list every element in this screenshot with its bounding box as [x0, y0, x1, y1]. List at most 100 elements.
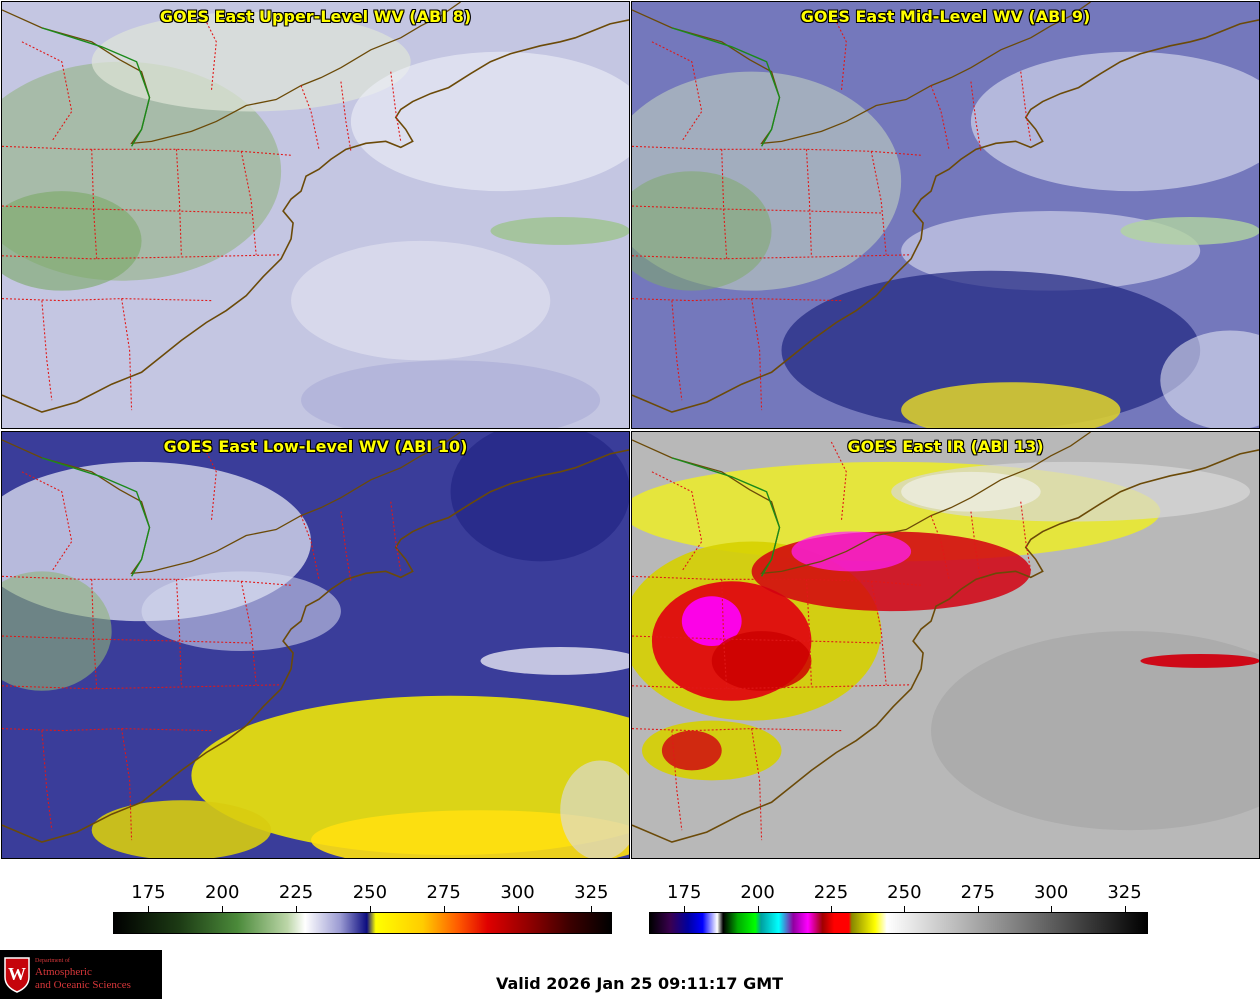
state-border [721, 579, 728, 689]
state-border [340, 511, 352, 582]
state-border [121, 728, 133, 841]
state-border [651, 41, 703, 142]
state-border [805, 149, 812, 257]
state-border [21, 471, 73, 572]
country-border [632, 2, 1091, 145]
colorbar-tick-mark [977, 906, 979, 912]
coastline [632, 449, 1259, 843]
panel-title: GOES East Upper-Level WV (ABI 8) [159, 7, 472, 26]
colorbar-tick-label: 175 [667, 882, 702, 903]
panel-upper-level-wv: GOES East Upper-Level WV (ABI 8) [1, 1, 630, 429]
aos-logo: W Department of Atmospheric and Oceanic … [0, 950, 162, 999]
state-border [2, 635, 252, 644]
cloud-feature [560, 760, 629, 858]
colorbar-tick-mark [591, 906, 593, 912]
state-border [200, 441, 217, 522]
state-border [930, 85, 950, 150]
colorbar-tick-label: 275 [426, 882, 461, 903]
colorbar-tick-mark [296, 906, 298, 912]
colorbar-tick-label: 225 [813, 882, 849, 903]
state-border [390, 501, 402, 572]
state-border [2, 205, 252, 214]
colorbar-gradient [113, 912, 612, 934]
cloud-feature [901, 382, 1121, 428]
coastline [2, 19, 629, 413]
panel-mid-level-wv: GOES East Mid-Level WV (ABI 9) [631, 1, 1260, 429]
colorbar-tick-mark [148, 906, 150, 912]
state-border [805, 579, 812, 687]
logo-line2: and Oceanic Sciences [35, 979, 131, 991]
logo-line1: Atmospheric [35, 966, 92, 978]
state-border [2, 575, 292, 586]
cloud-feature [301, 360, 601, 428]
colorbar-tick-mark [1051, 906, 1053, 912]
cloud-feature [791, 531, 912, 572]
coastline [632, 19, 1259, 413]
lake-border [41, 27, 151, 147]
colorbar-tick-mark [830, 906, 832, 912]
cloud-feature [1120, 216, 1259, 245]
ir-colorbar: 175 200 225 250 275 300 325 [649, 880, 1148, 940]
panel-title: GOES East Low-Level WV (ABI 10) [163, 437, 468, 456]
state-border [2, 254, 282, 260]
colorbar-gradient [649, 912, 1148, 934]
cloud-feature [931, 631, 1259, 831]
state-border [41, 300, 53, 401]
svg-text:W: W [8, 964, 26, 984]
state-border [121, 298, 133, 411]
uw-shield-icon: W [4, 957, 30, 993]
state-border [91, 149, 98, 259]
country-border [2, 432, 461, 575]
state-border [240, 151, 257, 255]
cloud-feature [781, 270, 1201, 428]
state-border [632, 575, 922, 586]
cloud-feature [311, 810, 629, 858]
panel-title: GOES East IR (ABI 13) [847, 437, 1044, 456]
country-border [2, 2, 461, 145]
colorbar-tick-label: 225 [278, 882, 314, 903]
colorbar-tick-label: 325 [574, 882, 609, 903]
state-border [175, 149, 182, 257]
cloud-feature [141, 571, 341, 651]
state-border [632, 205, 882, 214]
state-border [970, 81, 982, 152]
cloud-feature [1140, 653, 1259, 668]
satellite-image-low-level-wv [2, 432, 629, 858]
wv-colorbar: 175 200 225 250 275 300 325 [113, 880, 612, 940]
state-border [2, 145, 292, 156]
state-border [340, 81, 352, 152]
state-border [200, 11, 217, 92]
colorbar-tick-label: 300 [500, 882, 535, 903]
state-border [2, 684, 282, 690]
colorbar-tick-label: 175 [131, 882, 166, 903]
cloud-feature [490, 216, 629, 245]
state-border [651, 471, 703, 572]
colorbar-tick-label: 200 [205, 882, 240, 903]
state-border [300, 515, 320, 580]
colorbar-tick-mark [757, 906, 759, 912]
state-border [870, 581, 887, 685]
satellite-image-mid-level-wv [632, 2, 1259, 428]
colorbar-tick-mark [517, 906, 519, 912]
logo-department: Department of [35, 958, 70, 964]
panel-low-level-wv: GOES East Low-Level WV (ABI 10) [1, 431, 630, 859]
colorbar-tick-label: 300 [1033, 882, 1069, 903]
state-border [2, 298, 212, 302]
colorbar-tick-mark [684, 906, 686, 912]
cloud-feature [901, 471, 1041, 512]
state-border [632, 145, 922, 156]
cloud-feature [350, 51, 629, 192]
state-border [632, 635, 882, 644]
colorbar-tick-label: 325 [1107, 882, 1142, 903]
satellite-image-ir [632, 432, 1259, 858]
state-border [721, 149, 728, 259]
cloud-feature [291, 240, 551, 361]
cloud-feature [480, 646, 629, 675]
cloud-feature [91, 11, 411, 112]
cloud-feature [1160, 330, 1259, 428]
state-border [632, 254, 912, 260]
panel-ir: GOES East IR (ABI 13) [631, 431, 1260, 859]
colorbar-tick-mark [222, 906, 224, 912]
state-border [2, 728, 212, 732]
state-border [1020, 501, 1032, 572]
